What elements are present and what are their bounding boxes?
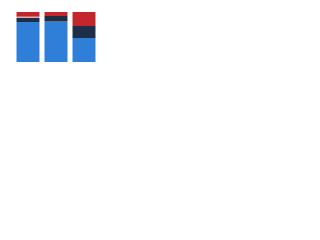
chart bbox=[16, 12, 96, 62]
bar-segment bbox=[72, 38, 96, 62]
bar-segment bbox=[44, 21, 68, 62]
bar-segment bbox=[16, 22, 40, 62]
bar-segment bbox=[44, 12, 68, 16]
bar-segment bbox=[16, 12, 40, 17]
bar-segment bbox=[44, 16, 68, 21]
page: {"chart_data": {"type": "stacked-bar", "… bbox=[0, 0, 100, 71]
bar-segment bbox=[72, 12, 96, 26]
bar-segment bbox=[72, 26, 96, 38]
bar-segment bbox=[16, 16, 40, 18]
bar-segment bbox=[16, 18, 40, 22]
